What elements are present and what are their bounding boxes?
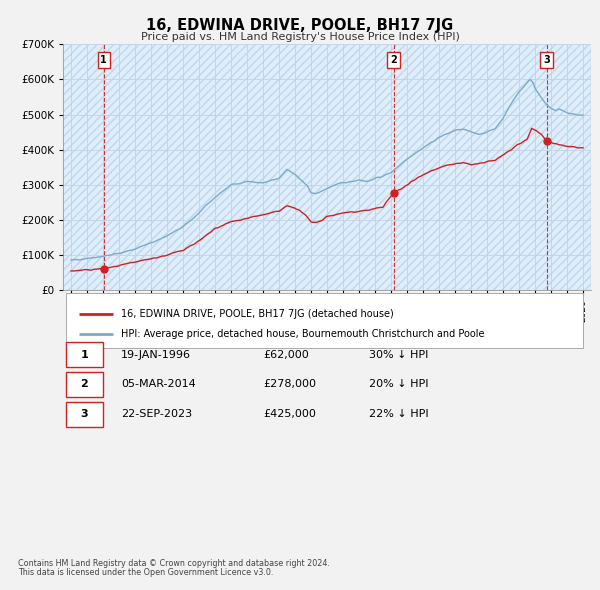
FancyBboxPatch shape [63, 44, 591, 290]
Text: Price paid vs. HM Land Registry's House Price Index (HPI): Price paid vs. HM Land Registry's House … [140, 32, 460, 41]
Text: Contains HM Land Registry data © Crown copyright and database right 2024.: Contains HM Land Registry data © Crown c… [18, 559, 330, 568]
Text: 2: 2 [80, 379, 88, 389]
FancyBboxPatch shape [65, 342, 103, 367]
Text: £425,000: £425,000 [263, 409, 317, 419]
Text: 16, EDWINA DRIVE, POOLE, BH17 7JG: 16, EDWINA DRIVE, POOLE, BH17 7JG [146, 18, 454, 33]
Text: 3: 3 [544, 55, 550, 65]
Text: 1: 1 [100, 55, 107, 65]
Text: £62,000: £62,000 [263, 349, 310, 359]
Text: 16, EDWINA DRIVE, POOLE, BH17 7JG (detached house): 16, EDWINA DRIVE, POOLE, BH17 7JG (detac… [121, 309, 394, 319]
FancyBboxPatch shape [65, 372, 103, 397]
FancyBboxPatch shape [65, 402, 103, 427]
Text: 05-MAR-2014: 05-MAR-2014 [121, 379, 196, 389]
Bar [63, 44, 591, 290]
Text: 20% ↓ HPI: 20% ↓ HPI [369, 379, 429, 389]
Text: 3: 3 [80, 409, 88, 419]
Text: 22% ↓ HPI: 22% ↓ HPI [369, 409, 429, 419]
FancyBboxPatch shape [65, 293, 583, 348]
Text: 19-JAN-1996: 19-JAN-1996 [121, 349, 191, 359]
Text: 22-SEP-2023: 22-SEP-2023 [121, 409, 192, 419]
Text: 2: 2 [391, 55, 397, 65]
Text: £278,000: £278,000 [263, 379, 317, 389]
Text: This data is licensed under the Open Government Licence v3.0.: This data is licensed under the Open Gov… [18, 568, 274, 577]
Text: 1: 1 [80, 349, 88, 359]
Text: 30% ↓ HPI: 30% ↓ HPI [369, 349, 428, 359]
Text: HPI: Average price, detached house, Bournemouth Christchurch and Poole: HPI: Average price, detached house, Bour… [121, 329, 485, 339]
